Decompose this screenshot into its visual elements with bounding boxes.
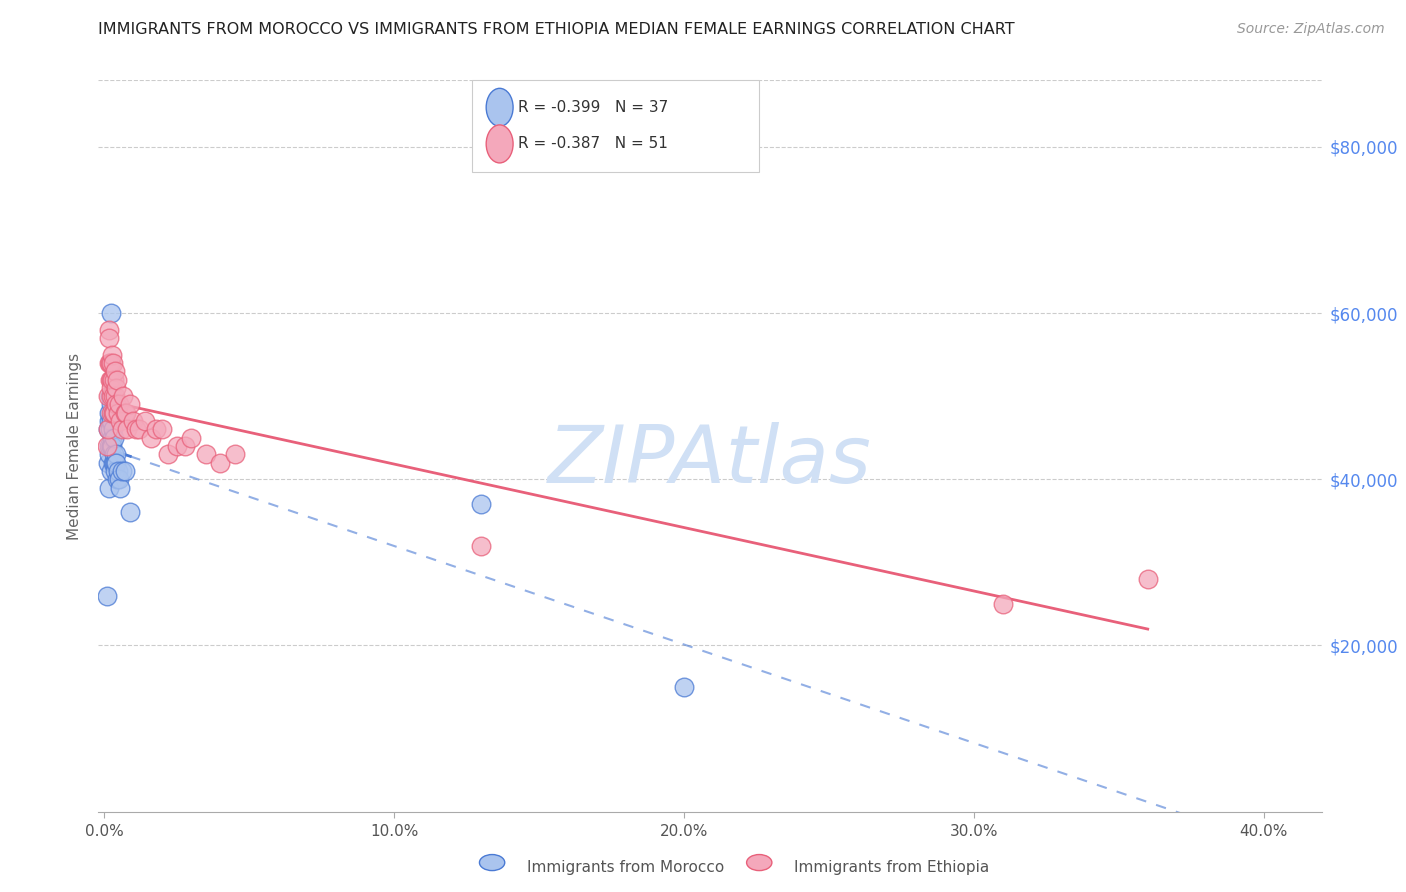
Point (98, 331, 121, 345)
Point (100, 439, 122, 453)
Point (103, 447, 125, 461)
Point (98, 389, 121, 403)
Ellipse shape (486, 125, 513, 163)
Point (174, 439, 197, 453)
Point (100, 431, 122, 445)
Point (103, 406, 125, 420)
Point (180, 431, 202, 445)
Y-axis label: Median Female Earnings: Median Female Earnings (67, 352, 83, 540)
Point (209, 456, 232, 470)
Point (97, 323, 120, 337)
Point (103, 372, 125, 386)
Point (107, 397, 129, 411)
Point (97, 422, 120, 436)
Point (100, 406, 122, 420)
Point (100, 356, 122, 370)
Point (100, 389, 122, 403)
Point (98, 372, 121, 386)
Point (96, 589, 118, 603)
Point (470, 539, 492, 553)
Point (103, 422, 125, 436)
Point (139, 431, 162, 445)
Point (97, 447, 120, 461)
FancyBboxPatch shape (471, 80, 759, 171)
Point (98, 422, 121, 436)
Point (104, 364, 127, 378)
Point (101, 406, 124, 420)
Text: Immigrants from Morocco: Immigrants from Morocco (527, 860, 724, 874)
Point (105, 472, 128, 486)
Point (97, 356, 120, 370)
Point (224, 447, 246, 461)
Point (97, 406, 120, 420)
Point (98, 481, 121, 495)
Point (120, 397, 142, 411)
Point (101, 348, 124, 362)
Point (1136, 572, 1159, 586)
Point (672, 680, 695, 694)
Point (134, 414, 156, 428)
Point (103, 431, 125, 445)
Point (114, 406, 136, 420)
Point (97, 422, 120, 436)
Point (97, 456, 120, 470)
Point (103, 456, 125, 470)
Point (100, 439, 122, 453)
Point (145, 422, 167, 436)
Point (108, 414, 131, 428)
Text: ZIPAtlas: ZIPAtlas (548, 422, 872, 500)
Point (101, 439, 124, 453)
Text: Immigrants from Ethiopia: Immigrants from Ethiopia (794, 860, 990, 874)
Point (101, 389, 124, 403)
Point (107, 464, 129, 478)
Point (125, 422, 148, 436)
Point (166, 439, 188, 453)
Point (128, 422, 150, 436)
Point (110, 422, 132, 436)
Point (104, 389, 127, 403)
Point (150, 422, 173, 436)
Point (104, 464, 127, 478)
Point (105, 372, 128, 386)
Text: R = -0.387   N = 51: R = -0.387 N = 51 (517, 136, 668, 152)
Point (100, 464, 122, 478)
Point (101, 456, 124, 470)
Text: Source: ZipAtlas.com: Source: ZipAtlas.com (1237, 22, 1385, 37)
Point (97, 389, 120, 403)
Point (115, 406, 138, 420)
Point (105, 456, 128, 470)
Point (112, 389, 135, 403)
Point (100, 306, 122, 320)
Point (194, 447, 217, 461)
Point (100, 414, 122, 428)
Point (100, 372, 122, 386)
Point (104, 381, 127, 395)
Text: R = -0.399   N = 37: R = -0.399 N = 37 (517, 100, 668, 115)
Point (117, 422, 139, 436)
Point (104, 456, 127, 470)
Point (107, 406, 129, 420)
Point (101, 406, 124, 420)
Point (120, 506, 142, 520)
Ellipse shape (486, 88, 513, 127)
Text: IMMIGRANTS FROM MOROCCO VS IMMIGRANTS FROM ETHIOPIA MEDIAN FEMALE EARNINGS CORRE: IMMIGRANTS FROM MOROCCO VS IMMIGRANTS FR… (98, 22, 1015, 37)
Point (108, 481, 131, 495)
Point (103, 356, 125, 370)
Point (122, 414, 145, 428)
Point (104, 447, 127, 461)
Point (98, 439, 121, 453)
Point (114, 464, 136, 478)
Point (107, 472, 129, 486)
Point (156, 447, 179, 461)
Point (101, 372, 124, 386)
Point (105, 397, 128, 411)
Point (991, 597, 1014, 611)
Point (97, 414, 120, 428)
Point (100, 381, 122, 395)
Point (96, 439, 118, 453)
Point (110, 464, 132, 478)
Point (100, 397, 122, 411)
Point (470, 497, 492, 511)
Point (98, 356, 121, 370)
